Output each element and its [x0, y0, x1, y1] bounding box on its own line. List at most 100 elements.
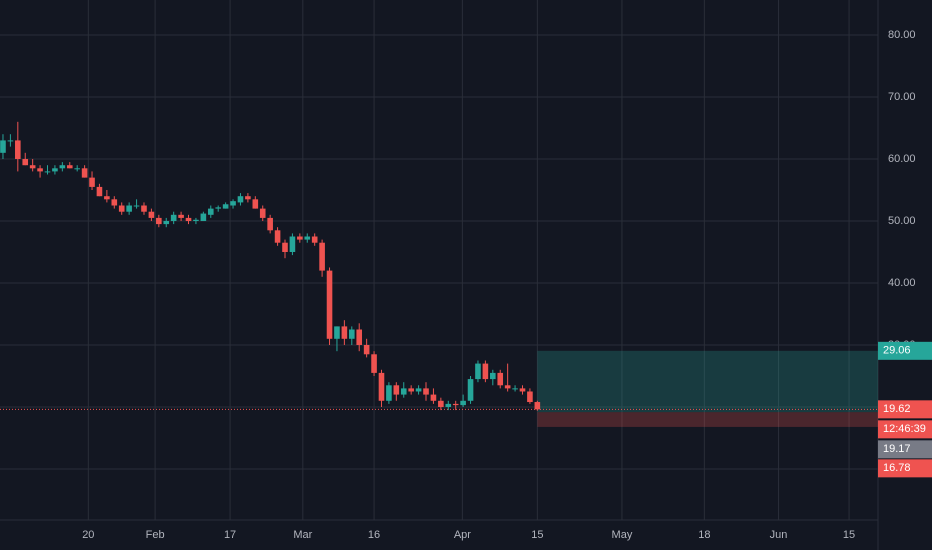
candle-body [148, 211, 155, 218]
candle-body [319, 242, 325, 271]
candle-body [304, 236, 311, 240]
candle-body [133, 205, 140, 207]
candle-body [185, 217, 192, 222]
candle-body [44, 171, 51, 173]
candle-body [141, 205, 147, 212]
candle-body [393, 385, 400, 395]
candle-body [259, 208, 266, 218]
candle-body [252, 199, 259, 209]
countdown-tag-bg [878, 420, 932, 439]
candle-body [0, 140, 6, 153]
x-tick-label: 17 [224, 529, 236, 541]
candle-body [415, 388, 422, 392]
candle-body [104, 196, 110, 200]
stop-tag: 16.78 [883, 462, 911, 474]
candle-body [356, 329, 363, 345]
candle-body [527, 391, 533, 403]
target-zone [537, 350, 878, 413]
candle-body [74, 168, 80, 170]
candle-body [81, 168, 88, 178]
x-tick-label: Mar [293, 529, 312, 541]
candle-body [89, 177, 95, 187]
y-tick-label: 50.00 [888, 215, 916, 227]
candle-body [386, 385, 392, 401]
y-tick-label: 40.00 [888, 277, 916, 289]
target-tag-bg [878, 341, 932, 360]
stop-tag-bg [878, 459, 932, 478]
candle-body [430, 394, 437, 401]
candle-body [66, 165, 73, 169]
candle-body [215, 207, 222, 209]
candle-body [170, 214, 177, 222]
candle-body [118, 205, 125, 212]
candle-body [326, 270, 333, 339]
y-tick-label: 80.00 [888, 29, 916, 41]
candle-body [378, 372, 385, 401]
candle-body [445, 403, 452, 407]
candle-body [482, 363, 489, 380]
candle-body [297, 236, 303, 240]
candle-body [59, 165, 66, 169]
candle-body [29, 165, 36, 169]
candle-body [237, 196, 244, 203]
candle-body [341, 326, 348, 339]
last-price-tag-bg [878, 400, 932, 419]
y-tick-label: 70.00 [888, 91, 916, 103]
candle-body [230, 201, 236, 206]
candle-body [348, 329, 355, 339]
candle-body [311, 236, 318, 243]
candle-body [111, 199, 118, 206]
entry-tag-bg [878, 440, 932, 459]
candle-body [289, 236, 296, 253]
x-tick-label: 20 [82, 529, 94, 541]
candle-body [193, 219, 199, 222]
candle-body [245, 196, 251, 200]
candle-body [207, 208, 214, 215]
countdown-tag: 12:46:39 [883, 423, 926, 435]
x-tick-label: Feb [146, 529, 165, 541]
candle-body [408, 388, 414, 392]
candle-body [52, 168, 58, 172]
entry-tag: 19.17 [883, 443, 911, 455]
candle-body [37, 168, 43, 172]
candle-body [467, 379, 474, 401]
candle-body [126, 205, 132, 212]
candle-body [222, 204, 229, 209]
candle-body [400, 388, 407, 395]
candle-body [363, 344, 370, 355]
candle-body [334, 326, 340, 339]
candle-body [96, 186, 103, 197]
candle-body [267, 217, 273, 231]
candle-body [371, 354, 377, 373]
candle-body [200, 213, 207, 222]
candle-body [504, 385, 511, 389]
x-tick-label: Apr [454, 529, 471, 541]
x-tick-label: 16 [368, 529, 380, 541]
candle-body [282, 242, 288, 253]
x-tick-label: 18 [698, 529, 710, 541]
candle-body [423, 388, 429, 395]
target-tag: 29.06 [883, 345, 911, 357]
candle-body [7, 140, 14, 142]
stop-zone [537, 412, 878, 427]
candle-body [22, 159, 29, 166]
x-tick-label: Jun [770, 529, 788, 541]
candle-body [490, 372, 496, 380]
candle-body [438, 400, 444, 407]
candle-body [475, 363, 481, 380]
last-price-tag: 19.62 [883, 403, 911, 415]
candle-body [156, 217, 162, 225]
candle-body [452, 403, 459, 406]
x-tick-label: May [612, 529, 633, 541]
y-tick-label: 60.00 [888, 153, 916, 165]
candle-body [497, 372, 504, 386]
candle-body [519, 388, 526, 392]
candle-body [178, 214, 184, 218]
candle-body [15, 140, 21, 160]
candle-body [512, 388, 518, 390]
candle-body [460, 400, 466, 406]
candle-body [163, 221, 170, 225]
